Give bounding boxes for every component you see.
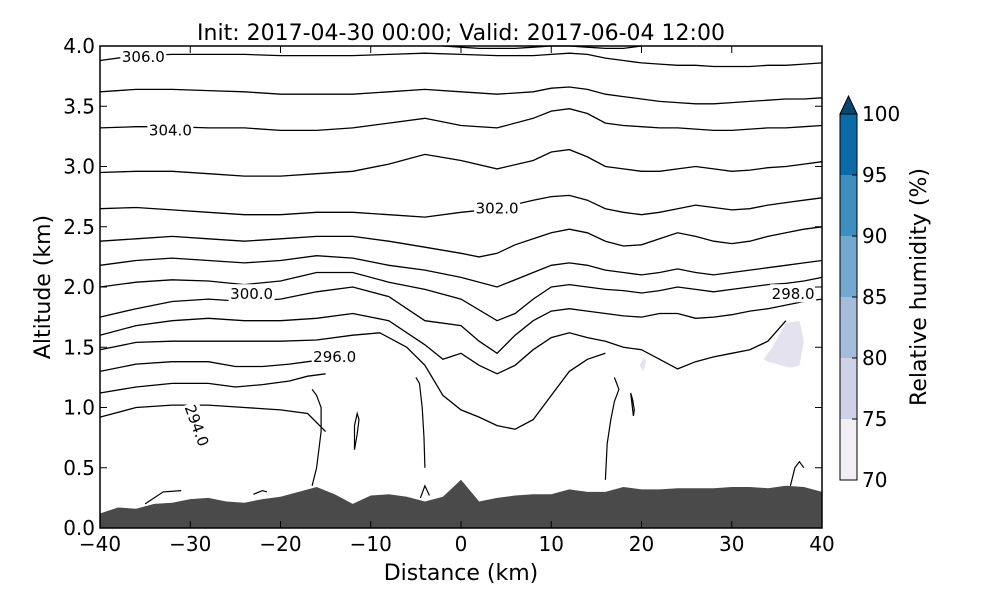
contour-label: 296.0 [313,348,356,366]
colorbar-segment [840,175,857,236]
colorbar-tick-label: 95 [862,163,887,187]
colorbar-tick-label: 100 [862,102,900,126]
x-tick-label: 10 [539,532,564,556]
colorbar-segment [840,236,857,297]
contour-label-group: 296.0 [311,346,358,366]
contour-label-backdrop [474,198,521,217]
theta-contour [99,194,823,218]
plot-frame [99,45,823,529]
x-tick-label: −40 [79,532,121,556]
theta-contour [99,332,606,430]
x-axis: −40 −30 −20 −10 0 10 20 30 40 [79,46,835,556]
colorbar-tick-label: 70 [862,468,887,492]
theta-contour [99,358,326,373]
theta-contour-fragment [630,392,635,416]
theta-contour-fragment [144,490,182,505]
theta-contour-fragment [415,377,426,468]
plot-area: 306.0 304.0 302.0 300.0 298.0 296.0 294.0 [99,45,823,528]
x-tick-label: 40 [809,532,834,556]
y-tick-label: 0.5 [63,456,95,480]
theta-contour-fragment [353,411,360,450]
contour-label: 302.0 [476,200,519,218]
y-tick-label: 1.0 [63,396,95,420]
theta-contour-fragment [253,489,268,495]
theta-contour [99,404,327,433]
y-axis: 0.0 0.5 1.0 1.5 2.0 2.5 3.0 3.5 4.0 [63,34,822,540]
x-tick-label: −20 [259,532,301,556]
contour-label-group: 294.0 [181,400,214,450]
contour-label-backdrop [228,284,275,303]
y-tick-label: 3.5 [63,94,95,118]
rh-patch [763,320,804,368]
colorbar: 70 75 80 85 90 95 100 [839,94,900,492]
rh-patch [639,356,647,372]
colorbar-segment [840,114,857,175]
theta-contour [99,255,823,288]
theta-contour [99,312,787,375]
y-tick-label: 3.0 [63,155,95,179]
contour-label-backdrop [120,46,167,65]
x-tick-label: −10 [350,532,392,556]
x-tick-label: 30 [719,532,744,556]
contour-label-backdrop [770,284,817,303]
colorbar-segment [840,358,857,419]
colorbar-extend-arrow [839,94,858,115]
contour-label-group: 300.0 [228,284,275,303]
contour-label-group: 298.0 [770,284,817,303]
contour-label: 294.0 [181,402,213,449]
contour-label: 306.0 [122,48,165,66]
colorbar-tick-label: 90 [862,224,887,248]
x-tick-label: 0 [455,532,468,556]
theta-contour [99,148,823,177]
contour-label-backdrop [147,120,194,139]
colorbar-title: Relative humidity (%) [907,168,932,406]
contour-label-backdrop [181,400,214,450]
contour-label-group: 304.0 [147,120,194,139]
theta-contour [99,286,823,355]
y-tick-label: 2.5 [63,215,95,239]
y-tick-label: 0.0 [63,516,95,540]
contour-label: 298.0 [772,285,815,303]
contour-label-group: 302.0 [474,198,521,218]
x-tick-label: 20 [629,532,654,556]
theta-contour [99,86,823,105]
terrain [100,479,822,528]
contour-label-group: 306.0 [120,46,167,66]
theta-contour-fragment [604,377,620,480]
contour-label: 304.0 [149,121,192,139]
colorbar-tick-label: 80 [862,346,887,370]
contour-label: 300.0 [230,285,273,303]
colorbar-tick-label: 75 [862,407,887,431]
y-axis-title: Altitude (km) [31,215,56,359]
contour-label-backdrop [311,346,358,365]
chart-title: Init: 2017-04-30 00:00; Valid: 2017-06-0… [197,21,725,46]
y-tick-label: 4.0 [63,34,95,58]
theta-contour [99,271,823,322]
colorbar-tick-label: 85 [862,285,887,309]
theta-contour-fragment [419,484,430,499]
x-axis-title: Distance (km) [384,561,539,586]
y-tick-label: 2.0 [63,275,95,299]
theta-contour [99,52,823,68]
colorbar-segment [840,419,857,480]
theta-contour [99,226,823,258]
colorbar-segment [840,297,857,358]
theta-contour-fragment [789,460,805,486]
theta-contour [99,108,823,132]
theta-contour [99,373,326,394]
y-tick-label: 1.5 [63,335,95,359]
theta-contour-fragment [311,389,322,486]
x-tick-label: −30 [169,532,211,556]
